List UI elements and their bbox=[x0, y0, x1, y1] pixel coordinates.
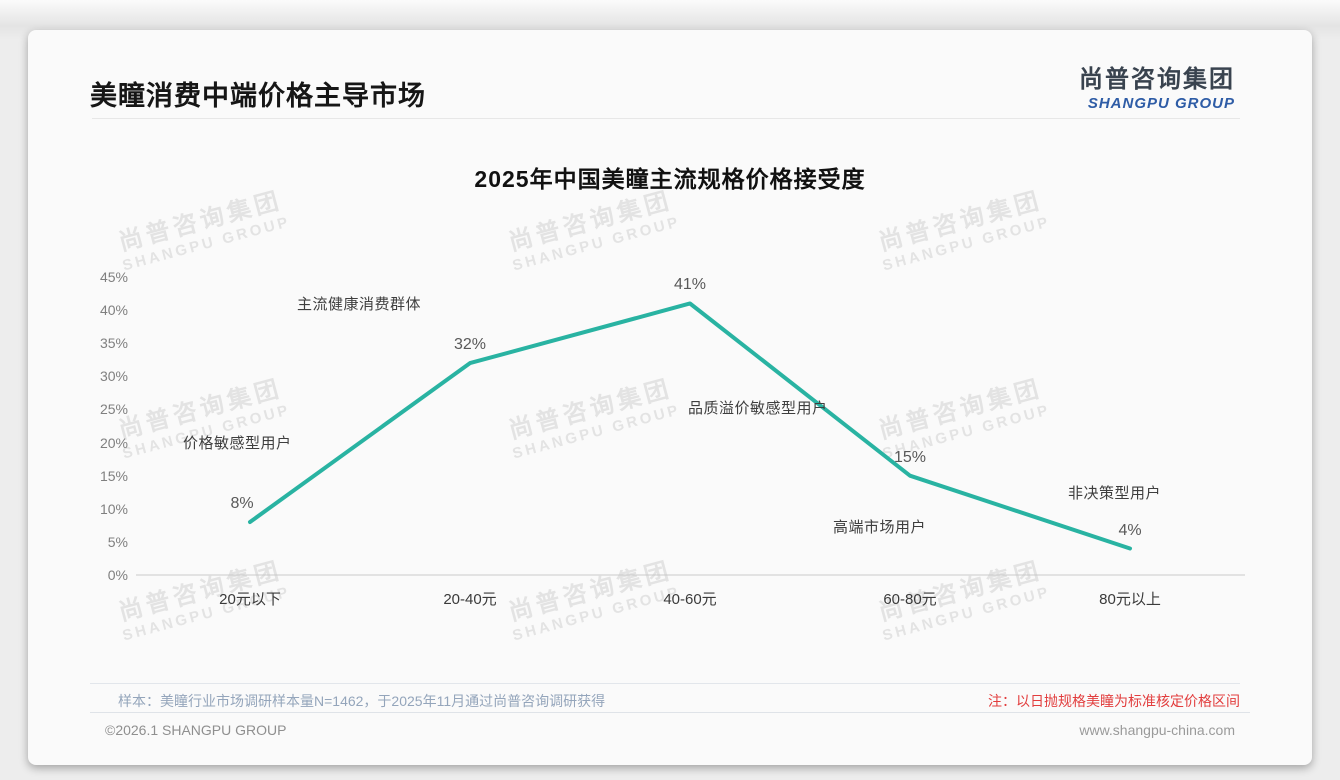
header-divider bbox=[92, 118, 1240, 119]
y-axis-label: 35% bbox=[99, 335, 128, 352]
price-basis-note: 注：以日抛规格美瞳为标准核定价格区间 bbox=[988, 693, 1240, 709]
y-axis-label: 45% bbox=[99, 269, 128, 285]
footnote-divider-top bbox=[90, 683, 1240, 684]
chart-annotation: 品质溢价敏感型用户 bbox=[688, 400, 828, 417]
x-axis-label: 20元以下 bbox=[219, 591, 281, 608]
chart-annotation: 主流健康消费群体 bbox=[297, 296, 422, 313]
x-axis-label: 60-80元 bbox=[883, 591, 937, 608]
data-point-label: 41% bbox=[673, 276, 707, 294]
line-chart: 0% 5% 10% 15% 20% 25% 30% 35% 40% 45% 20元以下 20-40元 4… bbox=[28, 30, 1312, 765]
chart-title: 2025年中国美瞳主流规格价格接受度 bbox=[474, 166, 866, 192]
chart-canvas bbox=[136, 301, 1245, 576]
data-point-label: 4% bbox=[1118, 521, 1142, 539]
data-point-label: 32% bbox=[453, 336, 487, 354]
company-logo: 尚普咨询集团 SHANGPU GROUP bbox=[1079, 59, 1235, 112]
copyright-text: ©2026.1 SHANGPU GROUP bbox=[105, 722, 287, 738]
x-axis-label: 80元以上 bbox=[1099, 591, 1161, 608]
chart-annotation: 价格敏感型用户 bbox=[183, 435, 292, 452]
x-axis-label: 20-40元 bbox=[443, 591, 497, 608]
logo-english-name: SHANGPU GROUP bbox=[1087, 95, 1235, 112]
chart-annotation: 非决策型用户 bbox=[1068, 485, 1162, 502]
page-title: 美瞳消费中端价格主导市场 bbox=[90, 81, 426, 111]
website-url: www.shangpu-china.com bbox=[1079, 722, 1235, 738]
logo-chinese-name: 尚普咨询集团 bbox=[1079, 66, 1235, 93]
y-axis-label: 15% bbox=[99, 467, 128, 484]
y-axis-label: 40% bbox=[99, 302, 128, 319]
x-axis-label: 40-60元 bbox=[663, 591, 717, 608]
y-axis-label: 10% bbox=[99, 500, 128, 517]
chart-annotation: 高端市场用户 bbox=[833, 519, 927, 536]
slide-card: 尚普咨询集团 SHANGPU GROUP 尚普咨询集团 SHANGPU GROUP 尚普… bbox=[28, 30, 1312, 765]
y-axis-label: 30% bbox=[99, 368, 128, 385]
y-axis-label: 20% bbox=[99, 434, 128, 451]
y-axis-label: 5% bbox=[107, 533, 128, 550]
sample-note: 样本：美瞳行业市场调研样本量N=1462，于2025年11月通过尚普咨询调研获得 bbox=[118, 693, 606, 709]
data-point-label: 8% bbox=[230, 495, 254, 513]
data-point-label: 15% bbox=[893, 448, 927, 466]
y-axis-label: 0% bbox=[107, 567, 128, 583]
footnote-divider-bottom bbox=[90, 712, 1250, 713]
data-line bbox=[248, 301, 1132, 551]
y-axis-label: 25% bbox=[99, 401, 128, 418]
